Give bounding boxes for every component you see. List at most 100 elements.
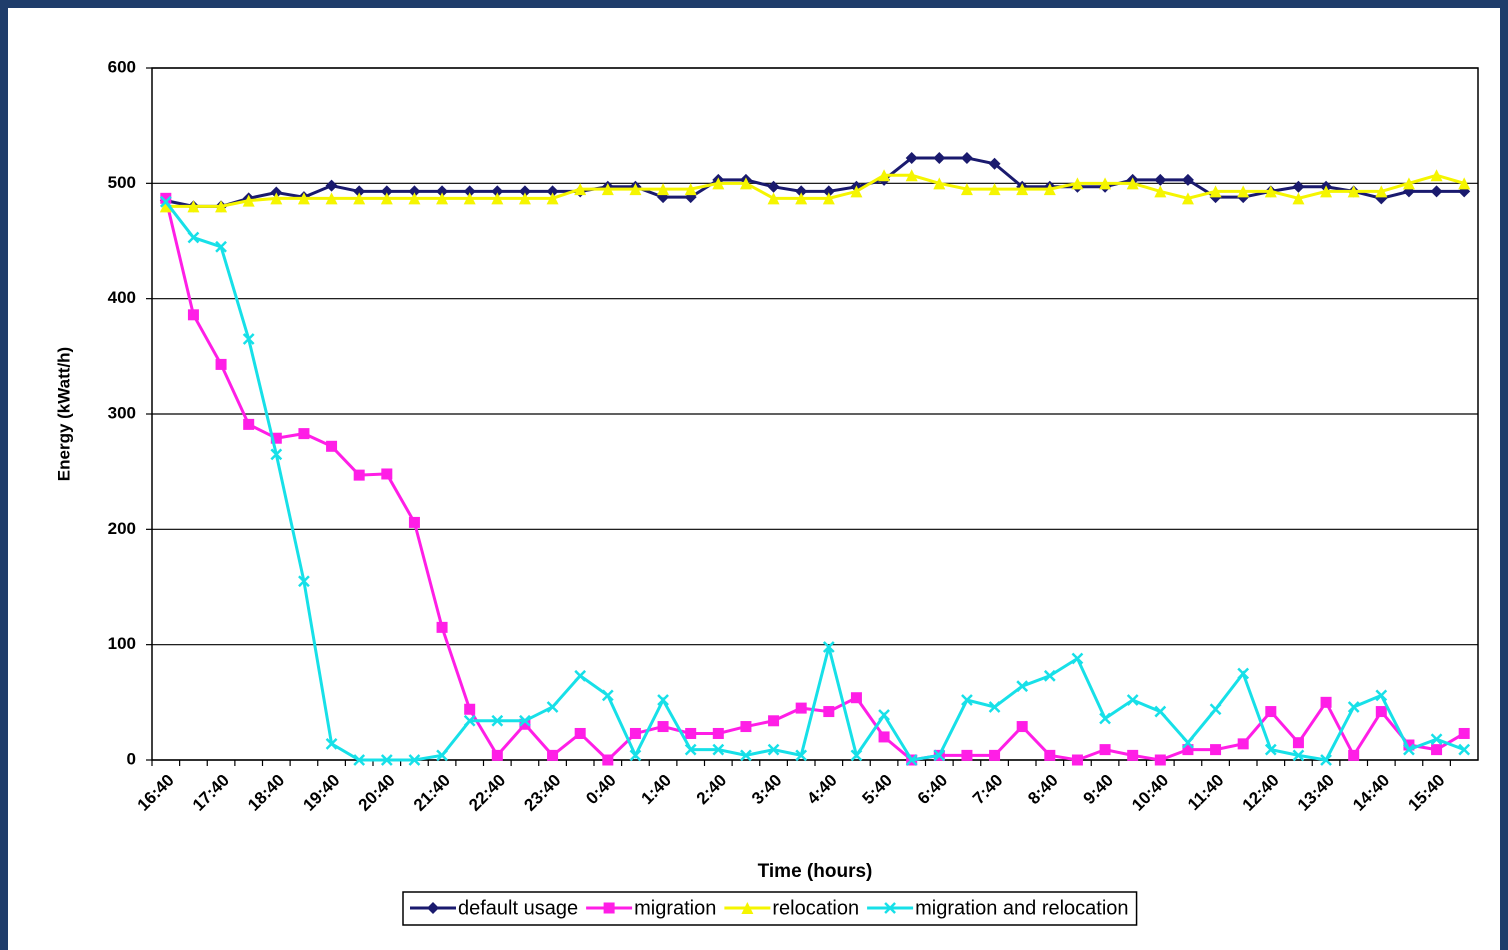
y-tick-label: 400 <box>108 288 136 307</box>
point-cross <box>629 749 642 762</box>
y-tick-label: 500 <box>108 173 136 192</box>
point <box>546 192 559 205</box>
point-cross <box>1099 712 1111 725</box>
point <box>187 231 200 244</box>
point <box>1071 754 1083 766</box>
point <box>795 185 808 198</box>
point <box>795 192 808 205</box>
point-cross <box>1154 705 1167 718</box>
point-cross <box>740 749 752 762</box>
point <box>1292 192 1305 205</box>
point <box>1375 706 1387 718</box>
point-cross <box>905 754 918 766</box>
point-cross <box>408 754 421 766</box>
point <box>684 183 697 196</box>
point <box>884 902 896 914</box>
point <box>822 192 835 205</box>
point <box>878 731 890 743</box>
point <box>988 183 1001 196</box>
point <box>436 621 448 633</box>
point-cross <box>1209 703 1222 716</box>
point <box>408 185 421 198</box>
point <box>601 183 614 196</box>
point <box>1375 185 1388 198</box>
point <box>989 749 1001 761</box>
point <box>1210 744 1222 756</box>
point <box>1458 727 1470 739</box>
point <box>1016 183 1029 196</box>
point <box>1071 652 1084 665</box>
point <box>795 702 807 714</box>
point-cross <box>1043 669 1056 682</box>
legend-box <box>402 891 1138 926</box>
point <box>574 727 586 739</box>
y-tick-label: 600 <box>108 57 136 76</box>
point <box>1181 173 1194 186</box>
x-axis-title: Time (hours) <box>758 861 873 882</box>
point <box>463 714 476 727</box>
point-cross <box>1403 743 1415 756</box>
point <box>1430 185 1443 198</box>
point-cross <box>1126 694 1139 706</box>
point-cross <box>1292 749 1305 762</box>
point-cross <box>1430 733 1443 746</box>
point <box>270 432 282 444</box>
point <box>380 185 393 198</box>
point <box>574 183 587 196</box>
point <box>933 151 946 164</box>
point-cross <box>463 714 476 727</box>
y-tick-label: 200 <box>108 519 136 538</box>
point <box>1458 743 1471 756</box>
point <box>1209 703 1222 716</box>
point <box>546 185 559 198</box>
series-line <box>164 200 1465 762</box>
point-cross <box>187 231 200 244</box>
point <box>1320 754 1332 766</box>
point <box>436 192 449 205</box>
point <box>961 694 973 706</box>
point <box>1237 185 1250 198</box>
point-cross <box>1264 743 1277 756</box>
point <box>822 641 835 653</box>
point <box>1043 669 1056 682</box>
point <box>1044 749 1056 761</box>
point <box>436 749 448 762</box>
point-cross <box>933 749 946 762</box>
point <box>823 706 835 718</box>
y-tick-label: 300 <box>108 403 136 422</box>
point <box>1043 183 1056 196</box>
point-cross <box>159 195 172 208</box>
point <box>850 692 862 704</box>
point <box>905 151 918 164</box>
point <box>298 575 310 588</box>
point <box>657 183 670 196</box>
point-cross <box>684 743 697 756</box>
point <box>1071 177 1084 190</box>
point <box>1154 754 1166 766</box>
point <box>464 703 476 715</box>
point <box>381 468 393 480</box>
page-background <box>8 8 1500 950</box>
point <box>1264 743 1277 756</box>
point-cross <box>215 240 227 253</box>
point-cross <box>519 714 531 727</box>
point <box>326 440 338 452</box>
point <box>1320 185 1333 198</box>
point <box>878 169 891 182</box>
point <box>215 200 228 213</box>
point <box>427 902 439 914</box>
point <box>187 200 200 213</box>
point <box>933 749 946 762</box>
point-cross <box>961 694 973 706</box>
point <box>1154 173 1167 186</box>
point-cross <box>1458 743 1471 756</box>
point <box>712 177 725 190</box>
point <box>270 192 283 205</box>
point <box>325 192 338 205</box>
point <box>215 358 227 370</box>
point <box>1292 737 1304 749</box>
point <box>684 743 697 756</box>
point <box>518 192 531 205</box>
